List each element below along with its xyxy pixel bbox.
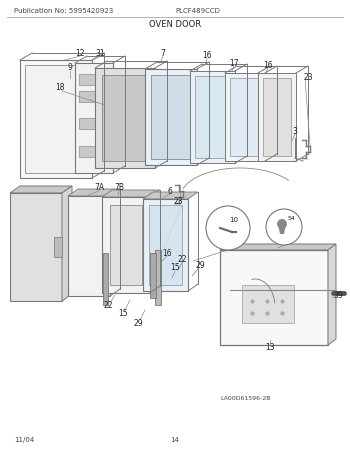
Polygon shape	[220, 244, 336, 250]
Text: 16: 16	[202, 52, 212, 61]
Polygon shape	[143, 192, 198, 199]
Text: 7A: 7A	[94, 183, 104, 193]
Polygon shape	[220, 250, 328, 345]
Text: 7B: 7B	[114, 183, 124, 193]
Polygon shape	[95, 68, 155, 168]
Polygon shape	[68, 196, 110, 296]
Polygon shape	[79, 145, 109, 156]
Text: 39: 39	[333, 290, 343, 299]
Text: 7: 7	[161, 48, 166, 58]
Polygon shape	[242, 285, 294, 323]
Polygon shape	[20, 60, 92, 178]
Circle shape	[266, 209, 302, 245]
Circle shape	[206, 206, 250, 250]
Polygon shape	[68, 189, 120, 196]
Text: 15: 15	[170, 264, 180, 273]
Text: 16: 16	[162, 249, 172, 257]
Polygon shape	[155, 250, 161, 305]
Text: 31: 31	[95, 48, 105, 58]
Polygon shape	[75, 63, 113, 173]
Polygon shape	[230, 78, 260, 156]
Text: 10: 10	[230, 217, 238, 223]
Polygon shape	[103, 253, 108, 305]
Polygon shape	[263, 78, 291, 156]
Polygon shape	[225, 73, 265, 161]
Text: 16: 16	[263, 61, 273, 69]
Text: 54: 54	[288, 216, 296, 221]
Polygon shape	[145, 69, 197, 165]
Polygon shape	[328, 244, 336, 345]
Text: 13: 13	[265, 342, 275, 352]
Text: 9: 9	[68, 63, 72, 72]
Text: Publication No: 5995420923: Publication No: 5995420923	[14, 8, 113, 14]
Text: 29: 29	[195, 261, 205, 270]
Polygon shape	[110, 205, 142, 285]
Polygon shape	[149, 205, 182, 285]
Text: 11/04: 11/04	[14, 437, 34, 443]
Polygon shape	[10, 186, 72, 193]
Text: 15: 15	[118, 308, 128, 318]
Polygon shape	[151, 75, 191, 159]
Text: 29: 29	[133, 318, 143, 328]
Text: OVEN DOOR: OVEN DOOR	[149, 20, 201, 29]
Polygon shape	[102, 75, 148, 161]
Text: 6: 6	[168, 187, 173, 196]
Text: 12: 12	[75, 48, 85, 58]
Text: PLCF489CCD: PLCF489CCD	[175, 8, 220, 14]
Circle shape	[277, 219, 287, 229]
Polygon shape	[102, 197, 150, 293]
Text: 22: 22	[177, 255, 187, 265]
Polygon shape	[258, 73, 296, 161]
Polygon shape	[25, 65, 87, 173]
Text: 23: 23	[173, 198, 183, 207]
Polygon shape	[102, 190, 160, 197]
Polygon shape	[143, 199, 188, 291]
Text: 18: 18	[55, 83, 65, 92]
Polygon shape	[10, 193, 62, 301]
Text: 14: 14	[170, 437, 180, 443]
Text: 23: 23	[303, 72, 313, 82]
Polygon shape	[79, 74, 109, 85]
Polygon shape	[150, 253, 156, 298]
Text: LA00D61596-2B: LA00D61596-2B	[220, 396, 271, 401]
Polygon shape	[54, 237, 62, 257]
Polygon shape	[195, 76, 230, 158]
Polygon shape	[79, 118, 109, 129]
Text: 17: 17	[229, 58, 239, 67]
Polygon shape	[62, 186, 72, 301]
Text: 22: 22	[103, 300, 113, 309]
Polygon shape	[79, 91, 109, 101]
Polygon shape	[190, 71, 235, 163]
Text: 3: 3	[293, 126, 297, 135]
Polygon shape	[278, 224, 286, 234]
